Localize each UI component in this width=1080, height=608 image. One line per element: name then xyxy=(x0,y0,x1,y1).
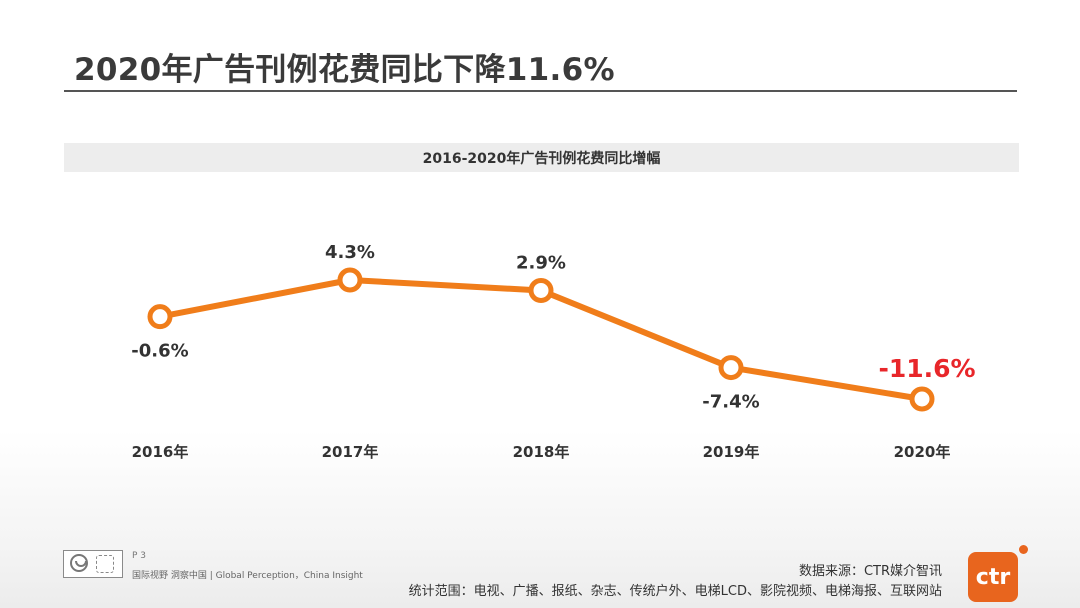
ctr-logo-text: ctr xyxy=(975,564,1011,590)
data-point-2 xyxy=(337,267,363,293)
data-source-note: 数据来源：CTR媒介智讯 xyxy=(798,564,942,579)
statistics-scope-note: 统计范围：电视、广播、报纸、杂志、传统户外、电梯LCD、影院视频、电梯海报、互联… xyxy=(408,584,942,599)
ctr-logo: ctr xyxy=(968,552,1018,602)
chart-title-bar: 2016-2020年广告刊例花费同比增幅 xyxy=(64,143,1019,172)
page-number: P 3 xyxy=(132,551,147,561)
chart-title: 2016-2020年广告刊例花费同比增幅 xyxy=(422,150,661,167)
data-label-1: -0.6% xyxy=(131,341,188,362)
data-point-1 xyxy=(147,304,173,330)
title-divider xyxy=(64,90,1017,92)
data-point-4 xyxy=(718,355,744,381)
data-point-5 xyxy=(909,386,935,412)
data-label-5: -11.6% xyxy=(878,354,975,383)
ctr-logo-dot xyxy=(1019,545,1028,554)
slide-title: 2020年广告刊例花费同比下降11.6% xyxy=(74,52,615,88)
data-label-4: -7.4% xyxy=(702,392,759,413)
x-tick-label-5: 2020年 xyxy=(894,443,951,461)
data-label-3: 2.9% xyxy=(516,252,566,273)
x-tick-label-2: 2017年 xyxy=(322,443,379,461)
company-tagline: 国际视野 洞察中国 | Global Perception，China Insi… xyxy=(132,571,363,581)
data-label-2: 4.3% xyxy=(325,242,375,263)
x-tick-label-3: 2018年 xyxy=(513,443,570,461)
quality-mark-icon xyxy=(96,555,114,573)
certification-logo xyxy=(63,550,123,578)
data-point-3 xyxy=(528,277,554,303)
background-wash xyxy=(0,430,1080,608)
x-tick-label-4: 2019年 xyxy=(703,443,760,461)
x-tick-label-1: 2016年 xyxy=(132,443,189,461)
seal-icon xyxy=(70,554,88,572)
